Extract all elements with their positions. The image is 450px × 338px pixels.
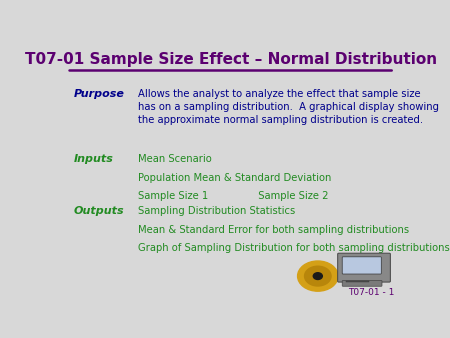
Text: Population Mean & Standard Deviation: Population Mean & Standard Deviation [138,172,332,183]
Text: Graph of Sampling Distribution for both sampling distributions: Graph of Sampling Distribution for both … [138,243,450,253]
Circle shape [297,261,338,291]
FancyBboxPatch shape [342,281,382,286]
Text: Sampling Distribution Statistics: Sampling Distribution Statistics [138,206,296,216]
Text: Mean Scenario: Mean Scenario [138,154,212,164]
Text: Sample Size 1                Sample Size 2: Sample Size 1 Sample Size 2 [138,191,328,201]
FancyBboxPatch shape [342,257,381,274]
Text: T07-01 - 1: T07-01 - 1 [348,288,395,297]
FancyBboxPatch shape [338,253,390,282]
Bar [346,281,369,282]
Text: Mean & Standard Error for both sampling distributions: Mean & Standard Error for both sampling … [138,224,410,235]
Text: Purpose: Purpose [74,89,125,99]
Circle shape [313,273,322,280]
Circle shape [305,266,331,286]
Text: Outputs: Outputs [74,206,124,216]
Text: Inputs: Inputs [74,154,113,164]
Text: Allows the analyst to analyze the effect that sample size
has on a sampling dist: Allows the analyst to analyze the effect… [138,89,439,125]
Text: T07-01 Sample Size Effect – Normal Distribution: T07-01 Sample Size Effect – Normal Distr… [25,52,436,67]
